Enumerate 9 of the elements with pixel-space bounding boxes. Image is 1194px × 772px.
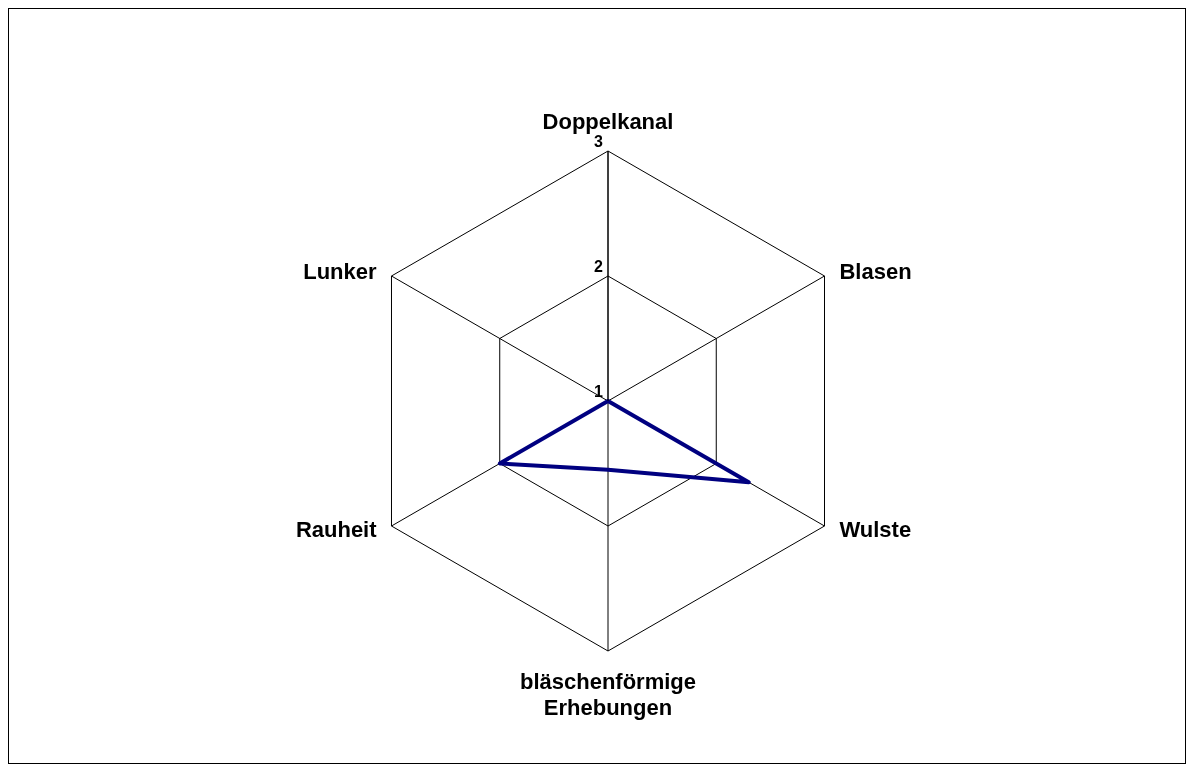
spoke-label: Blasen (839, 259, 912, 284)
spoke-label: Rauheit (295, 517, 378, 542)
y-tick-label: 3 (594, 133, 604, 150)
spoke-label: bläschenförmige Erhebungen (519, 669, 697, 720)
y-tick-label: 1 (594, 383, 604, 400)
spoke-label: Lunker (303, 259, 377, 284)
spoke-label: Wulste (839, 517, 912, 542)
spoke-label: Doppelkanal (542, 109, 674, 134)
y-tick-label: 2 (594, 258, 604, 275)
